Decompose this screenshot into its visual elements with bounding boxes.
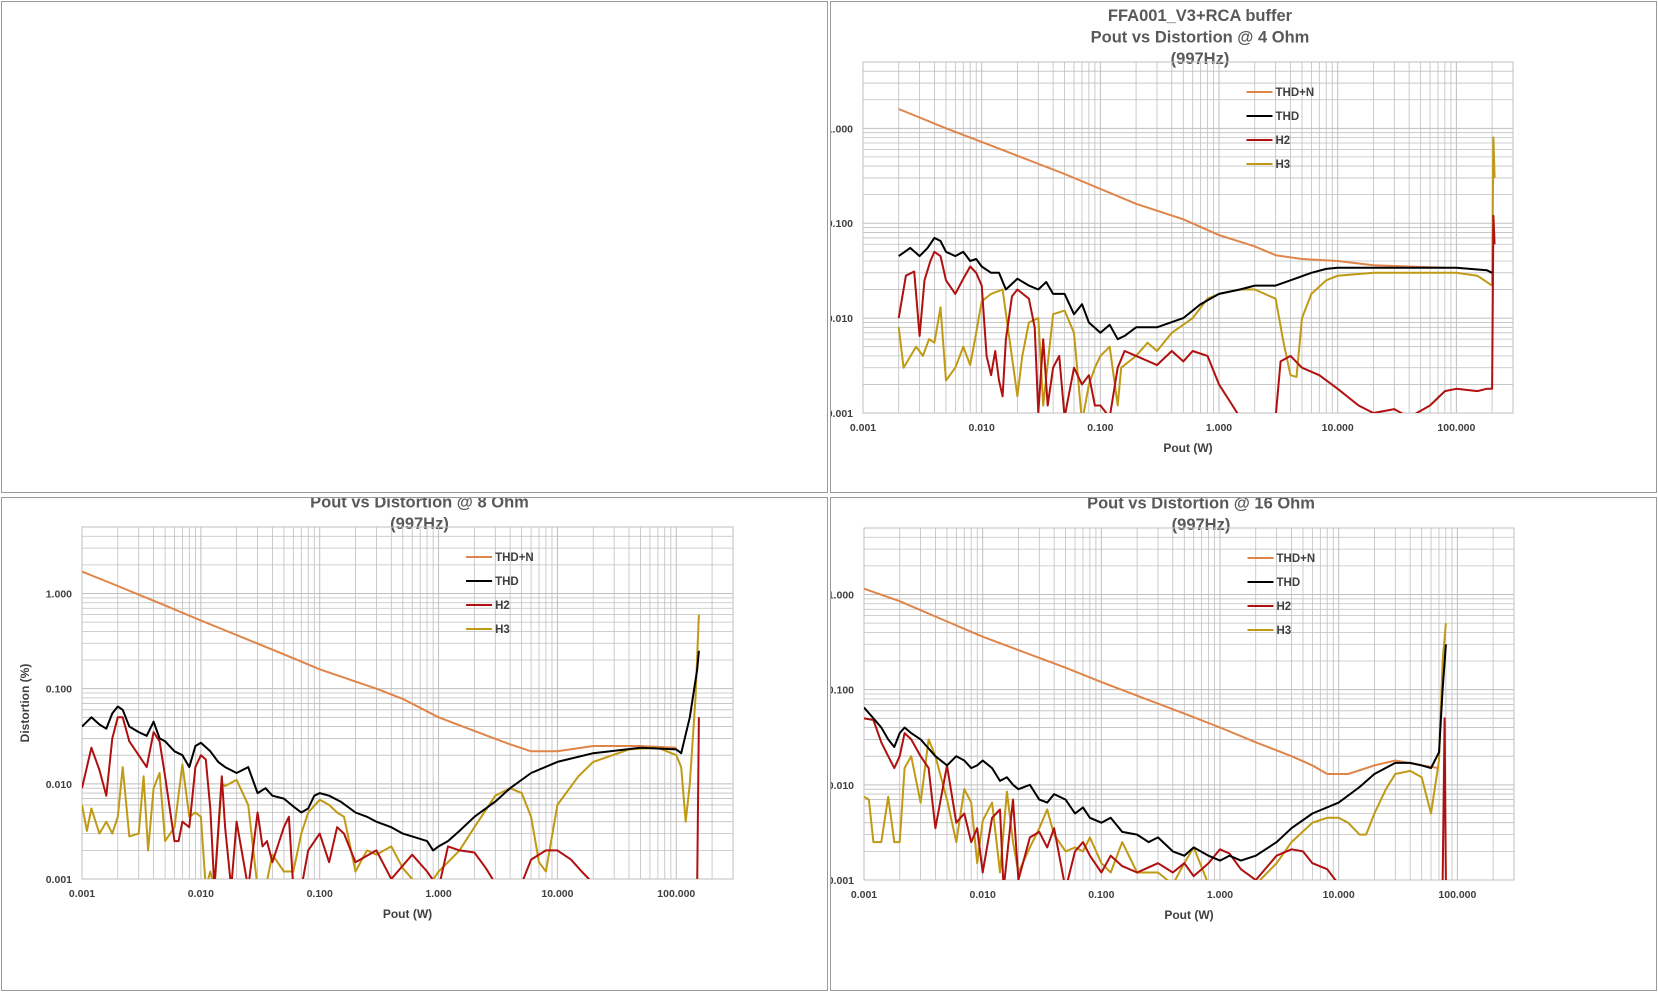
x-axis-label: Pout (W) xyxy=(1164,908,1213,922)
x-tick-label: 0.001 xyxy=(69,888,95,900)
grid xyxy=(862,61,1514,414)
x-tick-label: 0.010 xyxy=(969,422,995,434)
x-tick-label: 10.000 xyxy=(1322,422,1354,434)
chart-title-line: Pout vs Distortion @ 8 Ohm xyxy=(310,498,529,512)
x-axis-label: Pout (W) xyxy=(1163,441,1212,455)
legend-entry: THD xyxy=(1276,111,1300,123)
series-group xyxy=(82,570,700,879)
y-tick-label: 0.010 xyxy=(831,313,853,325)
y-tick-label: 0.010 xyxy=(831,780,854,792)
y-tick-label: 1.000 xyxy=(46,589,72,601)
legend-entry: THD+N xyxy=(1277,553,1316,565)
x-tick-label: 0.100 xyxy=(307,888,333,900)
x-axis-label: Pout (W) xyxy=(383,907,432,921)
series-line-h3 xyxy=(864,623,1447,880)
series-line-h2 xyxy=(897,214,1496,413)
chart-title-line: (997Hz) xyxy=(1171,50,1230,68)
series-line-h2 xyxy=(82,716,700,879)
chart-panel-4-ohm: FFA001_V3+RCA buffer Pout vs Distortion @… xyxy=(830,1,1657,493)
legend-entry: THD+N xyxy=(1276,87,1315,99)
legend-entry: THD xyxy=(495,576,519,588)
y-tick-label: 0.001 xyxy=(46,874,72,886)
chart-panel-top-left xyxy=(1,1,828,493)
legend-entry: H3 xyxy=(495,624,510,636)
x-tick-label: 10.000 xyxy=(1323,889,1355,901)
legend-entry: THD+N xyxy=(495,552,534,564)
legend-entry: THD xyxy=(1277,577,1301,589)
grid xyxy=(81,526,734,880)
chart-title-line: Pout vs Distortion @ 16 Ohm xyxy=(1087,498,1315,513)
y-tick-label: 0.001 xyxy=(831,408,853,420)
x-tick-label: 100.000 xyxy=(657,888,695,900)
chart-title-line: Pout vs Distortion @ 4 Ohm xyxy=(1091,29,1310,47)
x-tick-label: 100.000 xyxy=(1438,889,1476,901)
y-tick-label: 0.100 xyxy=(831,685,854,697)
x-tick-label: 0.001 xyxy=(851,889,877,901)
plot-area xyxy=(81,526,734,880)
chart-title-line: FFA001_V3+RCA buffer xyxy=(1108,7,1293,25)
series-line-thd-n xyxy=(82,570,677,753)
x-tick-label: 1.000 xyxy=(425,888,451,900)
legend-entry: H2 xyxy=(495,600,510,612)
y-tick-label: 0.100 xyxy=(46,684,72,696)
x-tick-label: 1.000 xyxy=(1207,889,1233,901)
y-tick-label: 0.100 xyxy=(831,218,853,230)
y-tick-label: 0.010 xyxy=(46,779,72,791)
x-tick-label: 1.000 xyxy=(1206,422,1232,434)
x-tick-label: 0.001 xyxy=(850,422,876,434)
series-line-h3 xyxy=(897,136,1496,413)
legend-entry: H2 xyxy=(1276,135,1291,147)
series-line-thd-n xyxy=(864,587,1440,775)
x-tick-label: 0.010 xyxy=(970,889,996,901)
series-line-h2 xyxy=(864,717,1447,880)
series-group xyxy=(897,108,1496,413)
legend-entry: H3 xyxy=(1277,625,1292,637)
grid xyxy=(863,527,1515,881)
series-line-thd-n xyxy=(898,108,1445,269)
y-tick-label: 1.000 xyxy=(831,123,853,135)
plot-area xyxy=(863,527,1515,881)
chart-title-line: (997Hz) xyxy=(390,515,449,533)
y-tick-label: 0.001 xyxy=(831,875,854,887)
chart-title-line: (997Hz) xyxy=(1172,516,1231,534)
x-tick-label: 0.100 xyxy=(1087,422,1113,434)
series-line-thd xyxy=(898,236,1493,341)
chart-empty xyxy=(2,2,827,492)
x-tick-label: 0.100 xyxy=(1088,889,1114,901)
series-line-h3 xyxy=(82,614,700,879)
series-group xyxy=(864,587,1447,880)
x-tick-label: 100.000 xyxy=(1437,422,1475,434)
x-tick-label: 0.010 xyxy=(188,888,214,900)
y-tick-label: 1.000 xyxy=(831,590,854,602)
plot-area xyxy=(862,61,1514,414)
y-axis-label: Distortion (%) xyxy=(18,664,32,743)
x-tick-label: 10.000 xyxy=(541,888,573,900)
series-line-thd xyxy=(82,650,700,852)
legend-entry: H3 xyxy=(1276,159,1291,171)
chart-4-ohm: FFA001_V3+RCA buffer Pout vs Distortion @… xyxy=(831,7,1514,455)
series-line-thd xyxy=(864,644,1447,862)
legend-entry: H2 xyxy=(1277,601,1292,613)
